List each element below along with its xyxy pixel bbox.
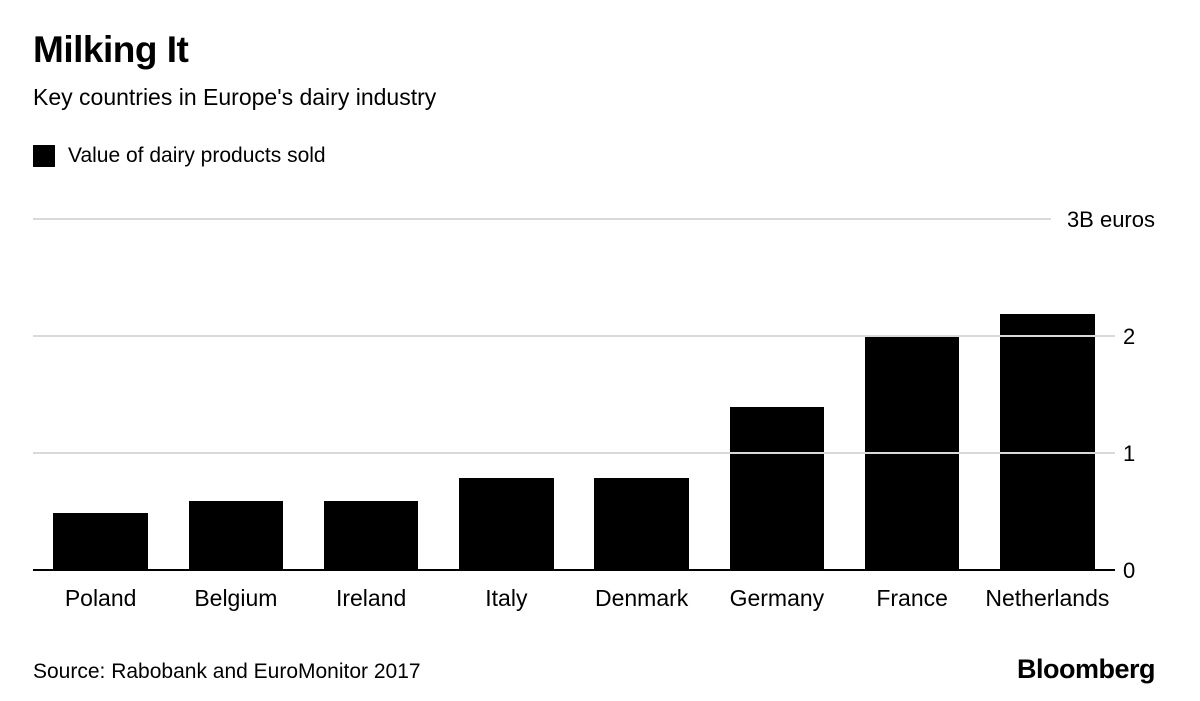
y-tick-label-1: 1	[1123, 441, 1136, 467]
legend-swatch-icon	[33, 145, 55, 168]
bar-slot	[845, 220, 980, 572]
x-axis-labels: Poland Belgium Ireland Italy Denmark Germany F…	[33, 585, 1115, 612]
bars-group	[33, 220, 1115, 572]
bar-slot	[439, 220, 574, 572]
legend: Value of dairy products sold	[33, 144, 1155, 168]
bar-slot	[168, 220, 303, 572]
x-axis-label-netherlands: Netherlands	[985, 585, 1110, 612]
y-tick-label-2: 2	[1123, 324, 1136, 350]
gridline-0	[33, 569, 1115, 572]
bloomberg-logo: Bloomberg	[1016, 654, 1156, 684]
x-axis-label-belgium: Belgium	[194, 585, 278, 612]
bar-belgium	[188, 501, 284, 572]
bar-germany	[729, 407, 825, 572]
bar-france	[864, 337, 960, 572]
bar-slot	[574, 220, 709, 572]
gridline-3	[33, 218, 1115, 221]
plot-area: 0 1 2 3B euros	[33, 209, 1155, 582]
gridline-1	[33, 452, 1115, 455]
chart-title: Milking It	[33, 29, 189, 70]
chart-footer: Source: Rabobank and EuroMonitor 2017 Bl…	[33, 654, 1156, 685]
bar-slot	[980, 220, 1115, 572]
bar-denmark	[594, 477, 689, 572]
bar-slot	[304, 220, 439, 572]
bar-poland	[53, 512, 148, 572]
x-axis-label-france: France	[876, 585, 948, 612]
bar-slot	[33, 220, 168, 572]
bar-slot	[709, 220, 844, 572]
y-tick-label-3: 3B euros	[1050, 209, 1155, 232]
x-axis-label-ireland: Ireland	[335, 585, 407, 612]
y-tick-label-0: 0	[1123, 558, 1136, 584]
source-text: Source: Rabobank and EuroMonitor 2017	[33, 660, 421, 683]
x-axis-label-italy: Italy	[485, 585, 528, 612]
x-axis-label-germany: Germany	[729, 585, 825, 612]
legend-label: Value of dairy products sold	[68, 144, 326, 168]
bar-ireland	[323, 501, 419, 572]
bar-netherlands	[1000, 313, 1095, 572]
x-axis-label-poland: Poland	[64, 585, 137, 612]
gridline-2	[33, 335, 1115, 338]
chart-subtitle: Key countries in Europe's dairy industry	[33, 83, 437, 110]
bar-italy	[459, 477, 554, 572]
x-axis-label-denmark: Denmark	[594, 585, 689, 612]
